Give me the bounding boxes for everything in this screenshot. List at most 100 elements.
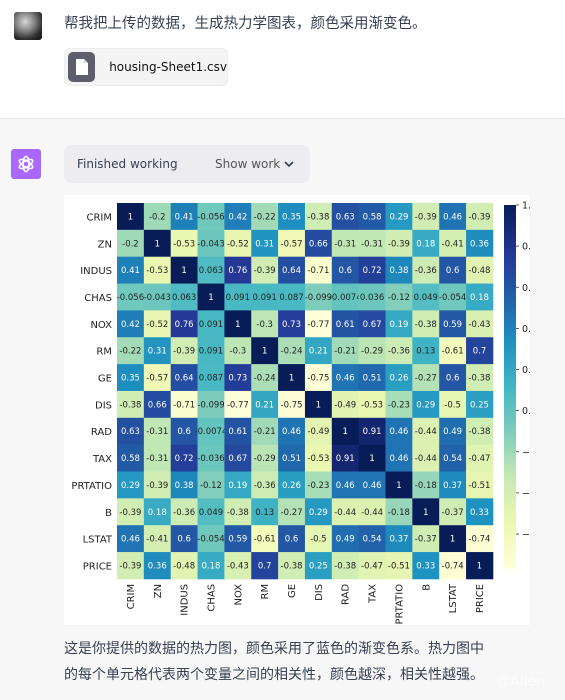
colorbar-tick-label: −0.6	[522, 530, 530, 541]
cell-value-label: -0.53	[146, 266, 168, 276]
cell-value-label: -0.49	[334, 400, 356, 410]
cell-value-label: -0.22	[119, 347, 141, 357]
heatmap-cell	[170, 310, 198, 338]
column-label: PRICE	[475, 584, 486, 613]
heatmap-cell	[170, 364, 198, 392]
show-work-button[interactable]: Show work	[215, 157, 281, 171]
heatmap-cell	[224, 471, 252, 499]
cell-value-label: 0.13	[416, 347, 435, 357]
cell-value-label: -0.38	[415, 320, 437, 330]
heatmap-cell	[385, 203, 413, 231]
cell-value-label: -0.39	[173, 347, 195, 357]
cell-value-label: -0.36	[254, 481, 276, 491]
cell-value-label: 0.21	[255, 400, 274, 410]
heatmap-cell	[224, 256, 252, 284]
column-label: ZN	[153, 584, 164, 598]
cell-value-label: 0.29	[309, 508, 328, 518]
cell-value-label: -0.23	[388, 400, 410, 410]
heatmap-cell	[143, 256, 172, 284]
reply-line: 这是你提供的数据的热力图，颜色采用了蓝色的渐变色系。热力图中	[64, 641, 484, 657]
cell-value-label: -0.054	[439, 293, 466, 303]
heatmap-cell	[304, 471, 333, 499]
heatmap-cell	[251, 364, 279, 392]
heatmap-cell	[224, 337, 252, 365]
cell-value-label: -0.43	[227, 561, 249, 571]
heatmap-cell	[412, 417, 440, 446]
cell-value-label: 0.59	[443, 320, 462, 330]
cell-value-label: -0.44	[415, 454, 437, 464]
heatmap-cell	[278, 390, 306, 419]
cell-value-label: 0.35	[121, 374, 140, 384]
heatmap-cell	[385, 498, 413, 526]
heatmap-cell	[304, 337, 333, 365]
cell-value-label: 0.66	[309, 239, 328, 249]
heatmap-cell	[304, 203, 333, 231]
attachment-chip[interactable]: housing-Sheet1.csv	[64, 48, 228, 86]
cell-value-label: 0.25	[470, 400, 489, 410]
heatmap-cell	[331, 203, 360, 231]
heatmap-cell	[170, 256, 198, 284]
reply-line: 的每个单元格代表两个变量之间的相关性，颜色越深，相关性越强。	[64, 667, 484, 683]
cell-value-label: -0.44	[361, 508, 383, 518]
cell-value-label: 0.64	[282, 266, 301, 276]
heatmap-cell	[224, 364, 252, 392]
heatmap-cell	[439, 498, 467, 526]
heatmap-cell	[117, 364, 145, 392]
heatmap-cell	[251, 390, 279, 419]
row-label: GE	[98, 374, 112, 385]
cell-value-label: 0.38	[175, 481, 194, 491]
heatmap-cell	[278, 444, 306, 472]
cell-value-label: 0.19	[228, 481, 247, 491]
heatmap-cell	[197, 310, 225, 338]
column-label: INDUS	[180, 584, 191, 616]
colorbar-tick-label: −0.2	[522, 447, 530, 458]
heatmap-cell	[331, 498, 360, 526]
heatmap-cell	[224, 390, 252, 419]
cell-value-label: -0.77	[307, 320, 329, 330]
cell-value-label: 0.063	[199, 266, 223, 276]
heatmap-cell	[385, 525, 413, 553]
colorbar-tick-label: 0.0	[522, 406, 530, 417]
work-status-pill[interactable]: Finished working Show work	[64, 145, 310, 183]
cell-value-label: -0.5	[310, 535, 327, 545]
cell-value-label: 0.6	[177, 535, 191, 545]
cell-value-label: -0.38	[307, 212, 329, 222]
heatmap-cell	[143, 390, 172, 419]
heatmap-cell	[358, 337, 386, 365]
cell-value-label: -0.37	[442, 508, 464, 518]
cell-value-label: 0.46	[121, 535, 140, 545]
cell-value-label: 0.6	[446, 374, 460, 384]
heatmap-image: 1 -0.2 0.41 -0.056 0.42 -0.22 0.35 -0.38 0.63 0.5…	[64, 195, 545, 625]
cell-value-label: -0.38	[281, 561, 303, 571]
heatmap-cell	[304, 444, 333, 472]
cell-value-label: -0.57	[146, 374, 168, 384]
cell-value-label: -0.37	[415, 535, 437, 545]
cell-value-label: 0.31	[148, 347, 167, 357]
cell-value-label: -0.52	[146, 320, 168, 330]
cell-value-label: -0.48	[173, 561, 195, 571]
heatmap-cell	[331, 390, 360, 419]
heatmap-cell	[170, 552, 198, 580]
cell-value-label: 1	[396, 481, 401, 491]
cell-value-label: 0.64	[175, 374, 194, 384]
cell-value-label: 1	[208, 293, 213, 303]
chevron-down-icon[interactable]	[283, 158, 295, 172]
cell-value-label: -0.39	[415, 212, 437, 222]
cell-value-label: 0.41	[121, 266, 140, 276]
cell-value-label: 0.41	[175, 212, 194, 222]
heatmap-cell	[170, 444, 198, 472]
heatmap-cell	[224, 444, 252, 472]
cell-value-label: -0.22	[254, 212, 276, 222]
cell-value-label: 0.29	[121, 481, 140, 491]
heatmap-cell	[197, 337, 225, 365]
heatmap-cell	[439, 203, 467, 231]
column-label: CRIM	[126, 584, 137, 610]
cell-value-label: 0.66	[148, 400, 167, 410]
colorbar-tick-label: 0.6	[522, 283, 530, 294]
cell-value-label: 0.42	[228, 212, 247, 222]
heatmap-cell	[385, 390, 413, 419]
heatmap-cell	[143, 229, 172, 258]
cell-value-label: -0.099	[197, 400, 224, 410]
cell-value-label: -0.74	[468, 535, 490, 545]
column-label: B	[421, 584, 432, 591]
